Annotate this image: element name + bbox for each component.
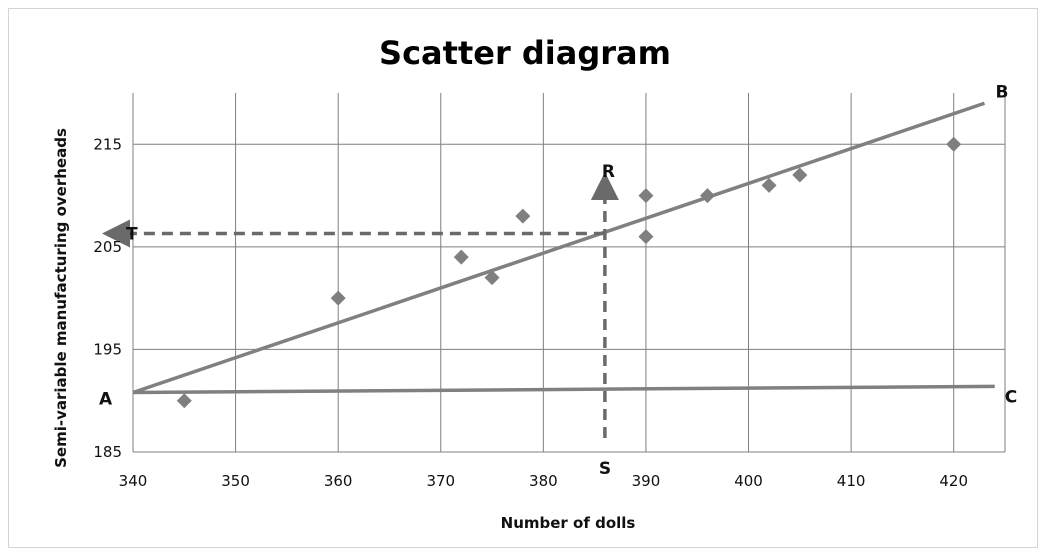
label-b: B [995,82,1008,102]
y-tick-215: 215 [93,135,122,153]
reading-lines [102,172,619,438]
label-t: T [126,225,138,245]
x-axis-label: Number of dolls [501,514,636,532]
label-c: C [1005,387,1017,407]
data-point-5 [515,208,531,224]
data-points [176,136,962,409]
x-tick-350: 350 [221,472,250,490]
grid [132,93,1006,453]
data-point-9 [761,177,777,193]
data-point-4 [484,270,500,286]
data-point-8 [699,188,715,204]
x-tick-380: 380 [529,472,558,490]
label-s: S [599,459,611,479]
y-tick-195: 195 [93,340,122,358]
x-tick-340: 340 [119,472,148,490]
x-tick-390: 390 [632,472,661,490]
data-point-7 [638,229,654,245]
y-axis-label: Semi-variable manufacturing overheads [52,128,70,468]
regression-lines [132,101,995,395]
x-tick-420: 420 [939,472,968,490]
x-tick-370: 370 [426,472,455,490]
y-tick-185: 185 [93,443,122,461]
data-point-2 [330,290,346,306]
y-tick-labels: 185 195 205 215 [93,135,122,461]
data-point-11 [946,136,962,152]
data-point-10 [792,167,808,183]
label-a: A [99,390,113,410]
data-point-6 [638,188,654,204]
y-tick-205: 205 [93,238,122,256]
x-tick-360: 360 [324,472,353,490]
annotation-labels: A B C S R T [99,82,1017,479]
line-ab [132,101,986,395]
chart-title: Scatter diagram [379,34,671,72]
label-r: R [602,162,615,182]
data-point-1 [176,393,192,409]
x-tick-410: 410 [837,472,866,490]
line-ac [132,384,995,395]
x-tick-labels: 340 350 360 370 380 390 400 410 420 [119,472,968,490]
x-tick-400: 400 [734,472,763,490]
data-point-3 [453,249,469,265]
chart-frame [8,8,1038,548]
